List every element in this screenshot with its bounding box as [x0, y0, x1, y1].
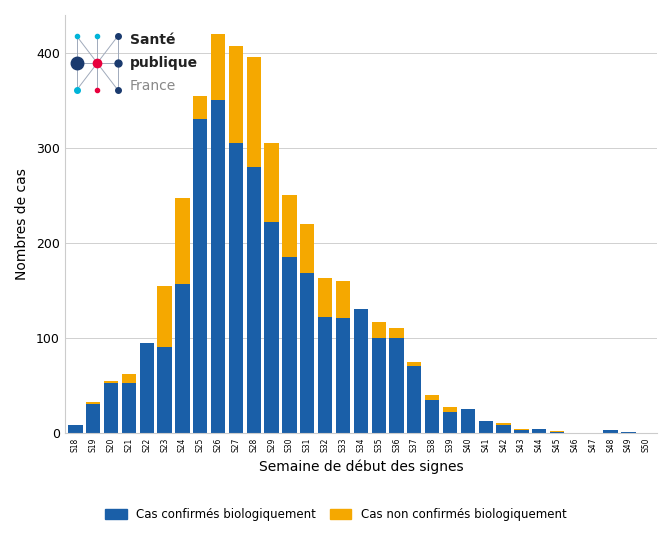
- Text: France: France: [130, 79, 176, 93]
- Bar: [318, 317, 332, 433]
- Bar: [122, 374, 136, 383]
- Bar: [372, 338, 386, 433]
- Bar: [265, 222, 279, 433]
- Bar: [229, 143, 243, 433]
- Bar: [193, 96, 208, 119]
- Bar: [104, 381, 118, 383]
- Bar: [193, 119, 208, 433]
- Bar: [69, 425, 83, 433]
- Y-axis label: Nombres de cas: Nombres de cas: [15, 168, 29, 280]
- Legend: Cas confirmés biologiquement, Cas non confirmés biologiquement: Cas confirmés biologiquement, Cas non co…: [101, 503, 571, 526]
- Bar: [211, 34, 225, 100]
- Bar: [175, 198, 190, 284]
- Bar: [622, 432, 636, 433]
- Bar: [300, 273, 314, 433]
- Bar: [550, 432, 564, 433]
- Bar: [443, 407, 457, 412]
- Bar: [336, 281, 350, 318]
- Bar: [532, 429, 546, 433]
- Bar: [265, 143, 279, 222]
- Bar: [514, 429, 529, 430]
- Bar: [157, 286, 172, 347]
- Bar: [86, 404, 100, 433]
- Bar: [247, 167, 261, 433]
- Bar: [282, 257, 296, 433]
- Bar: [478, 420, 493, 433]
- Bar: [211, 100, 225, 433]
- Bar: [514, 430, 529, 433]
- Bar: [603, 430, 618, 433]
- Bar: [443, 412, 457, 433]
- Bar: [407, 366, 421, 433]
- Bar: [282, 195, 296, 257]
- Bar: [407, 361, 421, 366]
- Bar: [157, 347, 172, 433]
- Bar: [425, 395, 439, 400]
- Bar: [229, 46, 243, 143]
- Bar: [318, 278, 332, 317]
- Bar: [122, 383, 136, 433]
- Bar: [497, 425, 511, 433]
- Bar: [300, 224, 314, 273]
- Bar: [140, 343, 154, 433]
- Bar: [497, 423, 511, 425]
- Bar: [104, 383, 118, 433]
- Bar: [247, 57, 261, 167]
- Bar: [175, 284, 190, 433]
- Bar: [336, 318, 350, 433]
- Bar: [353, 309, 368, 433]
- Bar: [389, 338, 404, 433]
- Bar: [550, 431, 564, 432]
- Text: Santé: Santé: [130, 33, 175, 47]
- Bar: [425, 400, 439, 433]
- Bar: [86, 402, 100, 404]
- Bar: [389, 329, 404, 338]
- Text: publique: publique: [130, 56, 198, 70]
- Bar: [372, 322, 386, 338]
- Bar: [461, 409, 475, 433]
- X-axis label: Semaine de début des signes: Semaine de début des signes: [259, 459, 463, 474]
